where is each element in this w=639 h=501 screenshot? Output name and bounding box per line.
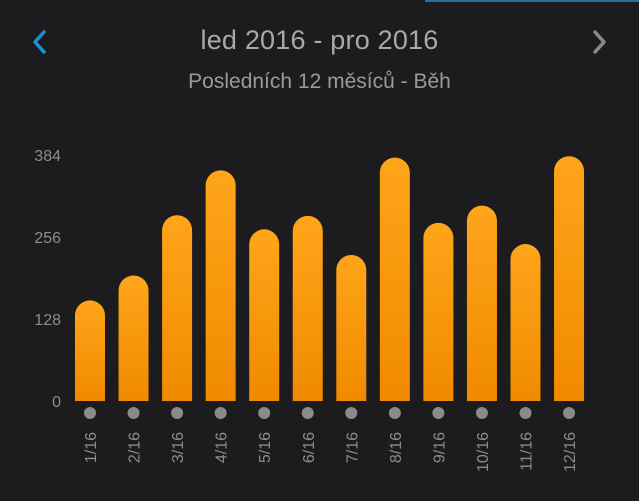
chevron-left-icon bbox=[33, 30, 46, 54]
x-tick-label: 2/16 bbox=[127, 432, 144, 463]
month-marker bbox=[563, 407, 576, 419]
period-title: led 2016 - pro 2016 bbox=[200, 25, 439, 55]
x-axis: 1/16 2/16 3/16 4/16 5/16 6/16 7/16 8/16 9/16 10/1… bbox=[83, 432, 579, 472]
month-marker bbox=[84, 407, 96, 419]
bar-10-16[interactable] bbox=[466, 205, 497, 401]
y-tick-label: 256 bbox=[34, 230, 61, 247]
month-marker bbox=[214, 407, 227, 419]
bar-7-16[interactable] bbox=[336, 254, 367, 401]
x-tick-label: 1/16 bbox=[83, 432, 100, 463]
bars bbox=[75, 156, 585, 401]
month-marker bbox=[345, 407, 358, 419]
y-axis: 0 128 256 384 bbox=[34, 148, 61, 411]
x-tick-label: 5/16 bbox=[257, 432, 274, 463]
top-accent-line bbox=[425, 0, 639, 2]
period-subtitle: Posledních 12 měsíců - Běh bbox=[188, 70, 451, 93]
month-marker bbox=[432, 407, 445, 419]
month-marker bbox=[388, 407, 401, 419]
bar-8-16[interactable] bbox=[379, 157, 410, 401]
x-tick-label: 8/16 bbox=[388, 432, 405, 463]
month-marker bbox=[475, 407, 488, 419]
x-tick-label: 6/16 bbox=[301, 432, 318, 463]
x-tick-label: 11/16 bbox=[519, 432, 536, 471]
bar-2-16[interactable] bbox=[118, 275, 149, 401]
bar-5-16[interactable] bbox=[249, 229, 280, 401]
month-marker bbox=[171, 407, 184, 419]
month-marker bbox=[258, 407, 271, 419]
y-tick-label: 0 bbox=[52, 394, 61, 411]
bar-9-16[interactable] bbox=[423, 222, 454, 401]
month-marker bbox=[519, 407, 532, 419]
y-tick-label: 128 bbox=[34, 312, 61, 329]
x-tick-label: 7/16 bbox=[344, 432, 361, 463]
bar-3-16[interactable] bbox=[162, 215, 193, 401]
prev-period-button[interactable] bbox=[20, 22, 60, 62]
x-tick-label: 10/16 bbox=[475, 432, 492, 472]
bar-4-16[interactable] bbox=[205, 170, 236, 401]
bar-12-16[interactable] bbox=[554, 156, 585, 401]
month-marker bbox=[301, 407, 314, 419]
x-tick-label: 9/16 bbox=[431, 432, 448, 463]
x-tick-label: 4/16 bbox=[214, 432, 231, 463]
bar-11-16[interactable] bbox=[510, 244, 541, 401]
x-tick-label: 3/16 bbox=[170, 432, 187, 463]
header: led 2016 - pro 2016 Posledních 12 měsíců… bbox=[0, 0, 639, 110]
bar-1-16[interactable] bbox=[75, 300, 105, 401]
x-tick-label: 12/16 bbox=[562, 432, 579, 472]
next-period-button[interactable] bbox=[579, 22, 619, 62]
chevron-right-icon bbox=[593, 30, 606, 54]
month-marker bbox=[127, 407, 140, 419]
y-tick-label: 384 bbox=[34, 148, 61, 165]
month-markers bbox=[84, 407, 576, 419]
bar-6-16[interactable] bbox=[292, 215, 323, 401]
